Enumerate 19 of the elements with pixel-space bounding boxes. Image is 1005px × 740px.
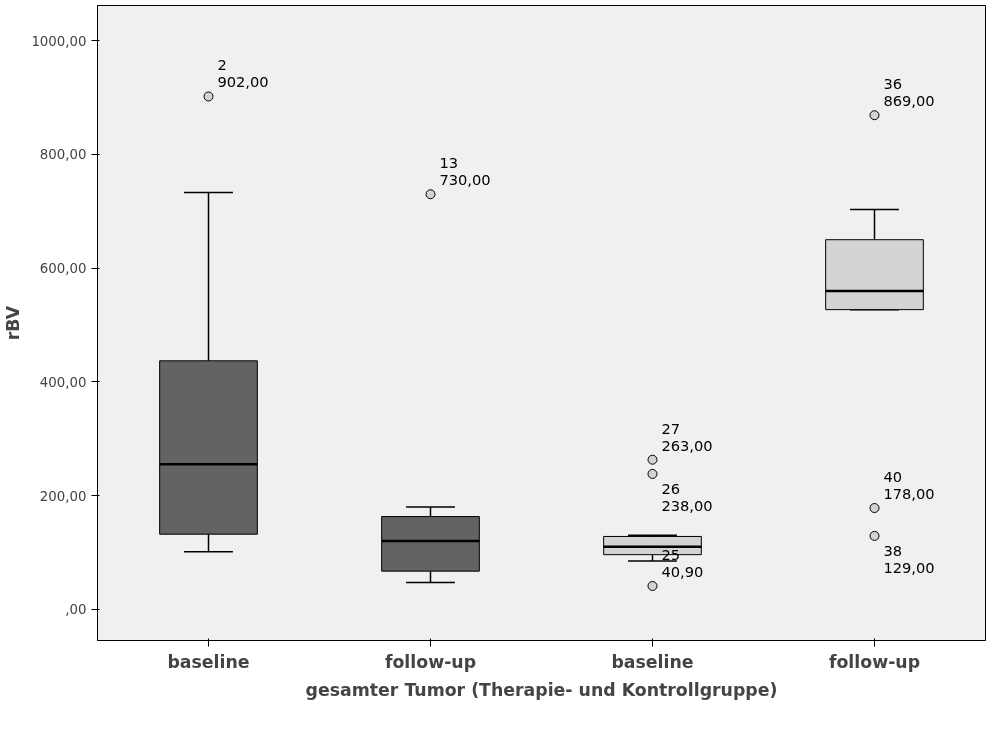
x-tick-label: follow-up [828,651,921,672]
annotation: 27 263,00 [661,419,713,454]
y-tick-label: 200,00 [39,488,87,504]
annotation: 13 730,00 [439,154,491,189]
y-tick-label: 400,00 [39,374,87,390]
y-tick-label: 1000,00 [31,33,87,49]
y-tick-label: 600,00 [39,261,87,277]
annotation: 2 902,00 [217,56,269,91]
y-tick-label: ,00 [65,602,87,618]
x-tick-label: follow-up [384,651,477,672]
x-tick-label: baseline [167,651,250,672]
annotation: 40 178,00 [883,468,935,503]
annotation: 36 869,00 [883,75,935,110]
x-tick-label: baseline [611,651,694,672]
annotation: 26 238,00 [661,479,713,514]
y-axis-title: rBV [3,305,24,341]
x-axis-title: gesamter Tumor (Therapie- und Kontrollgruppe) [305,679,778,700]
annotation: 38 129,00 [883,541,935,576]
y-tick-label: 800,00 [39,147,87,163]
